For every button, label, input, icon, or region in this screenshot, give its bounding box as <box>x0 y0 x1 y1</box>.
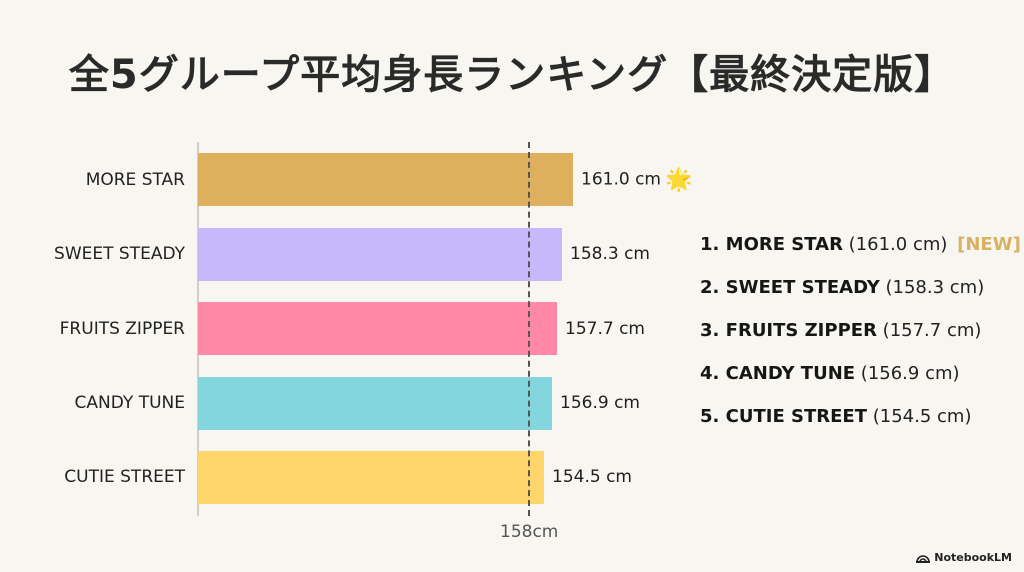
bar-value: 161.0 cm 🌟 <box>581 167 693 193</box>
ranking-item: 3. FRUITS ZIPPER (157.7 cm) <box>700 320 982 341</box>
bar-value: 156.9 cm <box>560 393 640 413</box>
ranking-item: 1. MORE STAR (161.0 cm) [NEW] <box>700 234 1021 255</box>
bar-candy-tune <box>198 377 552 430</box>
notebooklm-logo-icon <box>916 554 931 563</box>
bar-fruits-zipper <box>198 302 557 355</box>
bar-label: CUTIE STREET <box>64 467 185 487</box>
ranking-list: 1. MORE STAR (161.0 cm) [NEW] 2. SWEET S… <box>700 230 1021 445</box>
bar-sweet-steady <box>198 228 562 281</box>
glowing-star-icon: 🌟 <box>664 167 693 193</box>
reference-label: 158cm <box>500 522 559 542</box>
y-axis-line <box>197 142 199 516</box>
ranking-item: 5. CUTIE STREET (154.5 cm) <box>700 406 972 427</box>
bar-label: MORE STAR <box>85 170 185 190</box>
new-badge: [NEW] <box>957 234 1021 255</box>
bar-cutie-street <box>198 451 544 504</box>
ranking-item: 2. SWEET STEADY (158.3 cm) <box>700 277 985 298</box>
chart-title: 全5グループ平均身長ランキング【最終決定版】 <box>68 52 956 98</box>
notebooklm-brand: NotebookLM <box>916 551 1012 564</box>
bar-value: 154.5 cm <box>552 467 632 487</box>
bar-more-star <box>198 153 573 206</box>
ranking-item: 4. CANDY TUNE (156.9 cm) <box>700 363 960 384</box>
bar-value: 157.7 cm <box>565 319 645 339</box>
bar-label: SWEET STEADY <box>54 244 185 264</box>
reference-line <box>528 142 530 516</box>
bar-label: CANDY TUNE <box>74 393 185 413</box>
bar-label: FRUITS ZIPPER <box>59 319 185 339</box>
bar-value: 158.3 cm <box>570 244 650 264</box>
